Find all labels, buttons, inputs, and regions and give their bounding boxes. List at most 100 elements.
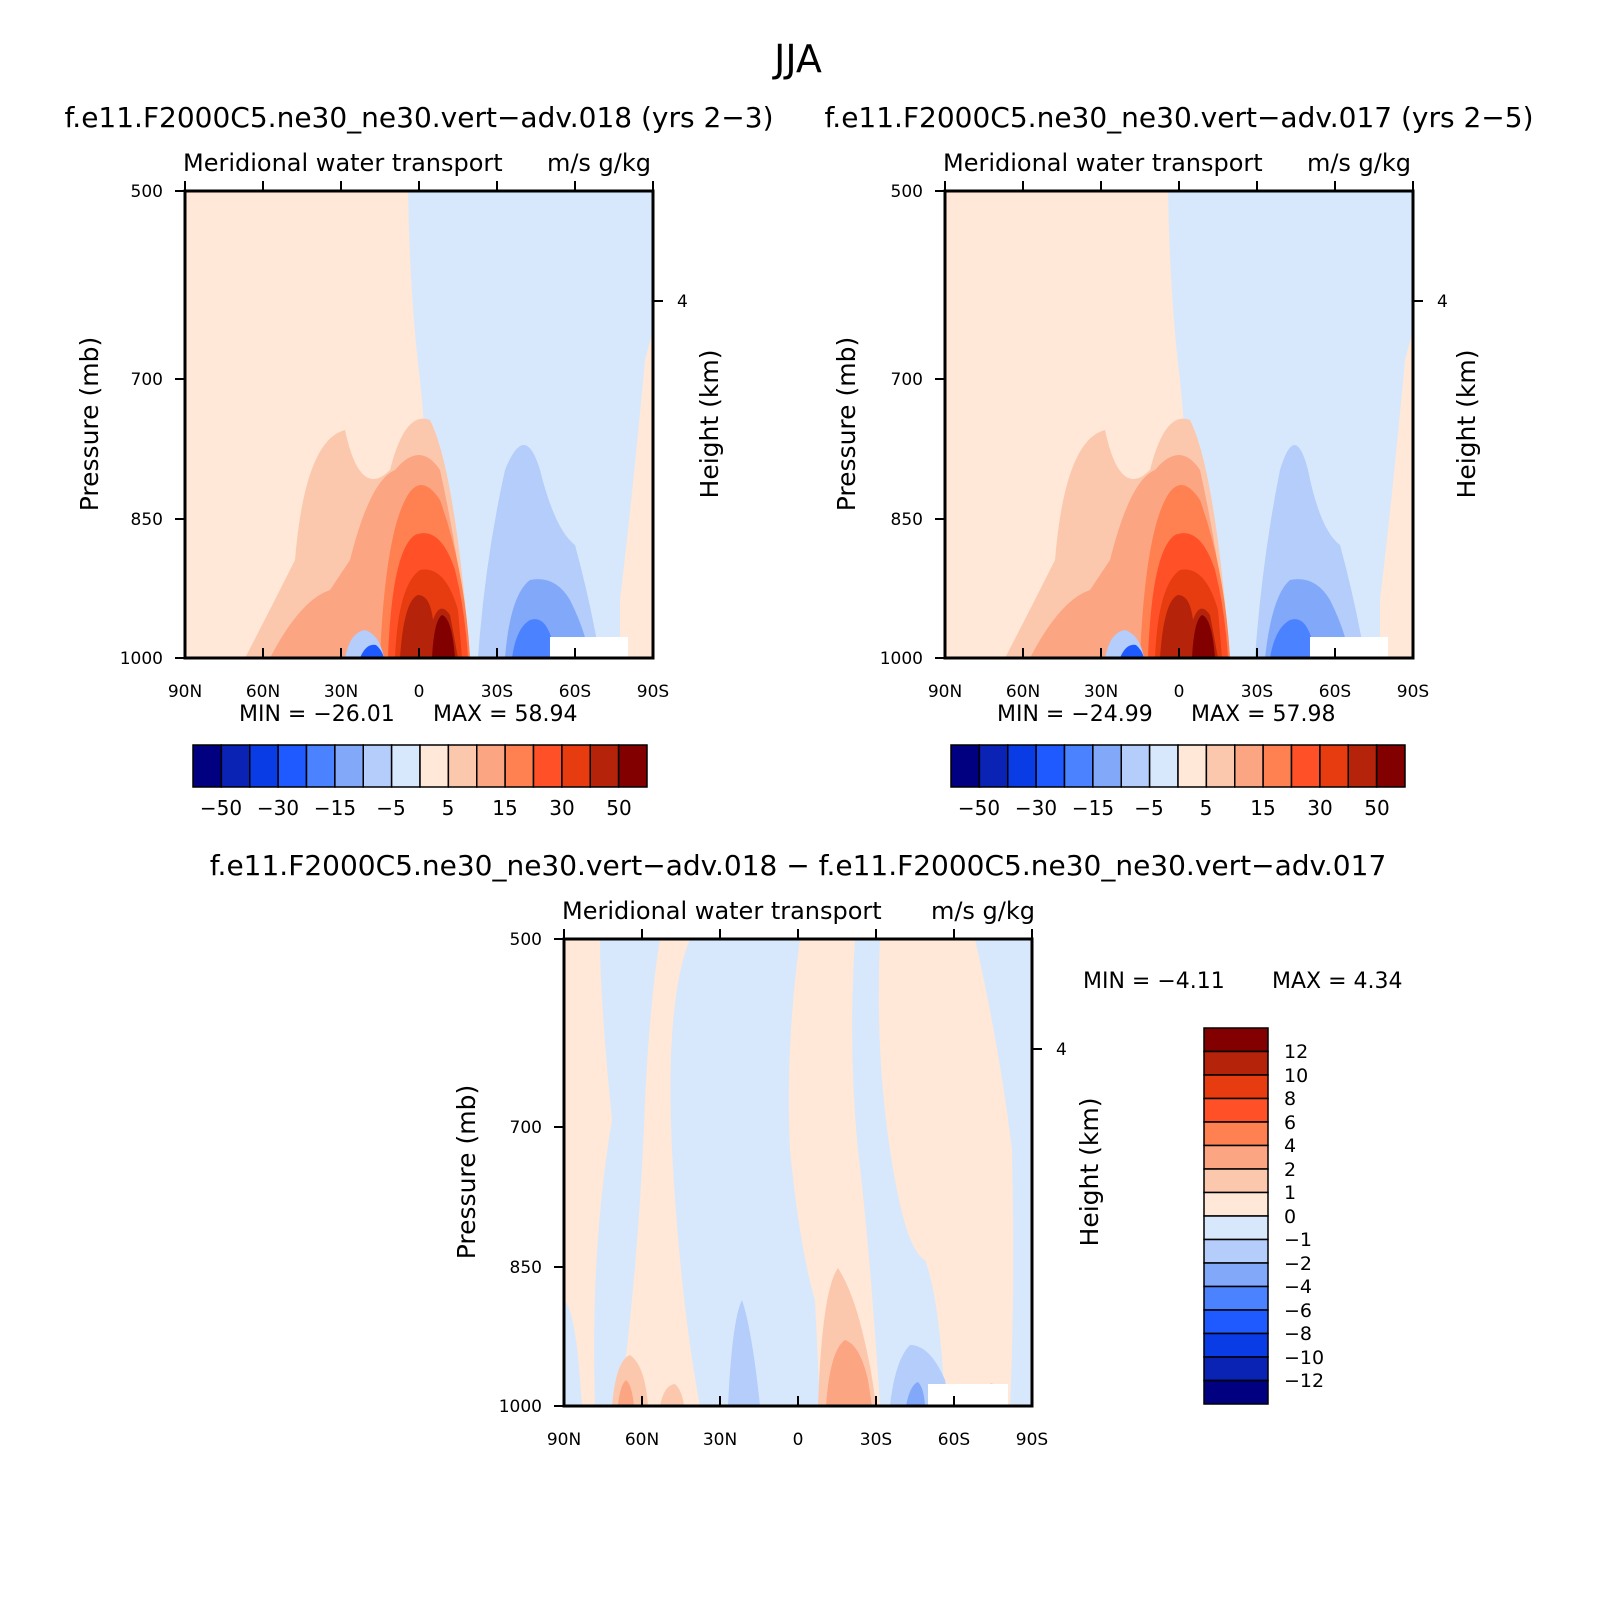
panel-1-colorbar-swatch-15 [589,744,620,788]
panel-1-colorbar-swatch-14 [561,744,591,788]
panel-2-ytick-700: 700 [891,370,923,390]
panel-3-cb-label-4: 6 [1284,1112,1296,1134]
panel-1-colorbar-swatch-7 [362,744,393,788]
panel-3-ytick-right-4: 4 [1056,1040,1067,1060]
panel-1-xtick-60n: 60N [246,682,280,702]
panel-3-xtick-30s: 30S [860,1430,892,1450]
panel-3-colorbar-swatch-3 [1203,1074,1269,1100]
panel-1: f.e11.F2000C5.ne30_ne30.vert−adv.018 (yr… [64,101,773,820]
panel-2-colorbar-swatch-9 [1177,744,1208,788]
panel-3-colorbar-swatch-4 [1203,1097,1269,1123]
panel-3-cb-label-10: −2 [1284,1253,1312,1275]
panel-1-cb-label-6: 15 [492,796,517,820]
panel-1-x-ticks [175,181,663,659]
panel-2-colorbar: −50 −30 −15 −5 5 15 30 50 [950,744,1406,820]
panel-1-left-string: Meridional water transport [183,149,503,177]
panel-3-contour-field [564,939,1032,1406]
panel-1-colorbar-swatch-5 [305,744,336,788]
panel-2-colorbar-swatch-4 [1035,744,1066,788]
panel-1-xtick-30n: 30N [324,682,358,702]
panel-1-ytick-right-4: 4 [677,292,688,312]
panel-3-cb-label-1: 12 [1284,1041,1308,1063]
panel-1-colorbar-swatch-8 [390,744,421,788]
panel-1-cb-label-3: −15 [314,796,356,820]
panel-3-ytick-700: 700 [510,1118,542,1138]
panel-2-cb-label-3: −15 [1072,796,1114,820]
panel-2-y-tick-labels: 500 700 850 1000 4 [880,182,1448,669]
panel-2-colorbar-swatch-7 [1120,744,1151,788]
panel-2-xtick-30n: 30N [1084,682,1118,702]
panel-1-colorbar-swatch-6 [334,744,364,788]
panel-3-xtick-90s: 90S [1016,1430,1048,1450]
panel-3-xtick-90n: 90N [547,1430,581,1450]
panel-2-colorbar-swatch-12 [1262,744,1293,788]
panel-1-cb-label-5: 5 [442,796,455,820]
panel-3-x-tick-labels: 90N 60N 30N 0 30S 60S 90S [547,1430,1048,1450]
panel-3-ytick-850: 850 [510,1258,542,1278]
panel-2-xtick-0: 0 [1174,682,1185,702]
panel-2-xtick-60s: 60S [1319,682,1351,702]
panel-3-y-axis-label-right: Height (km) [1075,1098,1104,1247]
panel-1-xtick-60s: 60S [559,682,591,702]
panel-2-colorbar-swatch-14 [1319,744,1349,788]
panel-3-cb-label-15: −12 [1284,1370,1324,1392]
panel-2-cb-label-5: 5 [1200,796,1213,820]
panel-1-xtick-90n: 90N [168,682,202,702]
panel-3-min-label: MIN = −4.11 [1083,969,1225,994]
panel-2-cb-label-7: 30 [1307,796,1332,820]
panel-3-colorbar-swatch-16 [1203,1379,1269,1405]
panel-1-ytick-500: 500 [131,182,163,202]
panel-3-left-string: Meridional water transport [562,897,882,925]
panel-3-title: f.e11.F2000C5.ne30_ne30.vert−adv.018 − f… [210,849,1387,882]
panel-2-ytick-850: 850 [891,510,923,530]
panel-2-colorbar-swatch-8 [1148,744,1179,788]
panel-3: f.e11.F2000C5.ne30_ne30.vert−adv.018 − f… [210,849,1403,1450]
panel-1-cb-label-4: −5 [376,796,405,820]
panel-3-colorbar-swatch-7 [1203,1168,1269,1194]
panel-2-colorbar-swatch-10 [1205,744,1236,788]
panel-2-max-label: MAX = 57.98 [1191,702,1336,727]
panel-3-cb-label-3: 8 [1284,1088,1296,1110]
panel-3-xtick-60n: 60N [625,1430,659,1450]
panel-2-units: m/s g/kg [1307,149,1411,177]
panel-1-title: f.e11.F2000C5.ne30_ne30.vert−adv.018 (yr… [64,101,773,134]
panel-1-colorbar-swatch-13 [532,744,563,788]
panel-1-colorbar-swatch-4 [277,744,308,788]
panel-2-colorbar-swatch-15 [1347,744,1378,788]
panel-3-colorbar: 12 10 8 6 4 2 1 0 −1 −2 −4 −6 −8 −10 −12 [1203,1027,1324,1405]
panel-2-xtick-90s: 90S [1397,682,1429,702]
panel-1-contour-field [185,191,653,658]
panel-3-colorbar-swatch-14 [1203,1332,1269,1358]
panel-3-cb-label-8: 0 [1284,1206,1296,1228]
panel-3-y-axis-label: Pressure (mb) [452,1085,481,1259]
panel-1-ytick-700: 700 [131,370,163,390]
panel-1-min-label: MIN = −26.01 [239,702,395,727]
panel-1-cb-label-2: −30 [257,796,299,820]
panel-1-colorbar-swatch-3 [249,744,279,788]
panel-2-x-ticks [935,181,1423,659]
panel-2-xtick-30s: 30S [1241,682,1273,702]
panel-1-xtick-30s: 30S [481,682,513,702]
panel-2-colorbar-swatch-2 [978,744,1009,788]
panel-2-ytick-500: 500 [891,182,923,202]
panel-3-cb-label-11: −4 [1284,1276,1312,1298]
panel-3-colorbar-swatch-8 [1203,1191,1269,1217]
panel-2-cb-label-1: −50 [958,796,1000,820]
panel-2-ytick-right-4: 4 [1437,292,1448,312]
panel-2-left-string: Meridional water transport [943,149,1263,177]
panel-1-colorbar-swatch-11 [476,744,506,788]
panel-3-colorbar-swatch-11 [1203,1262,1269,1288]
panel-2-cb-label-2: −30 [1015,796,1057,820]
panel-1-colorbar: −50 −30 −15 −5 5 15 30 50 [192,744,648,820]
panel-2-ytick-1000: 1000 [880,649,923,669]
panel-2-contour-field [945,191,1413,658]
panel-3-colorbar-swatch-13 [1203,1309,1269,1335]
panel-3-ytick-1000: 1000 [499,1397,542,1417]
panel-2-xtick-90n: 90N [928,682,962,702]
panel-2-colorbar-swatch-1 [950,744,981,788]
panel-3-cb-label-14: −10 [1284,1347,1324,1369]
panel-3-colorbar-swatch-6 [1203,1144,1269,1170]
panel-2-cb-label-4: −5 [1134,796,1163,820]
panel-1-cb-label-7: 30 [549,796,574,820]
panel-3-cb-label-7: 1 [1284,1182,1296,1204]
